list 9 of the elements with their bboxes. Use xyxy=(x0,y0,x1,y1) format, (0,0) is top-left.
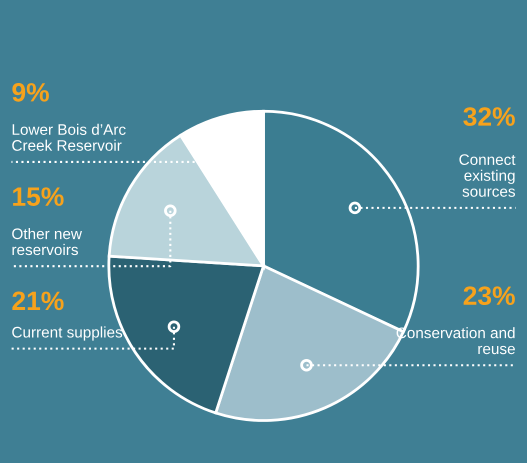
slice-label: Lower Bois d’Arc Creek Reservoir xyxy=(12,124,126,151)
data-label: 23% xyxy=(464,286,515,306)
data-label: 15% xyxy=(13,187,64,206)
slice-label: Connect existing sources xyxy=(459,154,516,197)
slice-label: Other new reservoirs xyxy=(12,228,82,256)
data-label: 9% xyxy=(12,83,49,102)
data-label: 32% xyxy=(463,107,515,126)
data-label: 21% xyxy=(12,292,64,310)
slice-label: Current supplies xyxy=(12,326,122,341)
